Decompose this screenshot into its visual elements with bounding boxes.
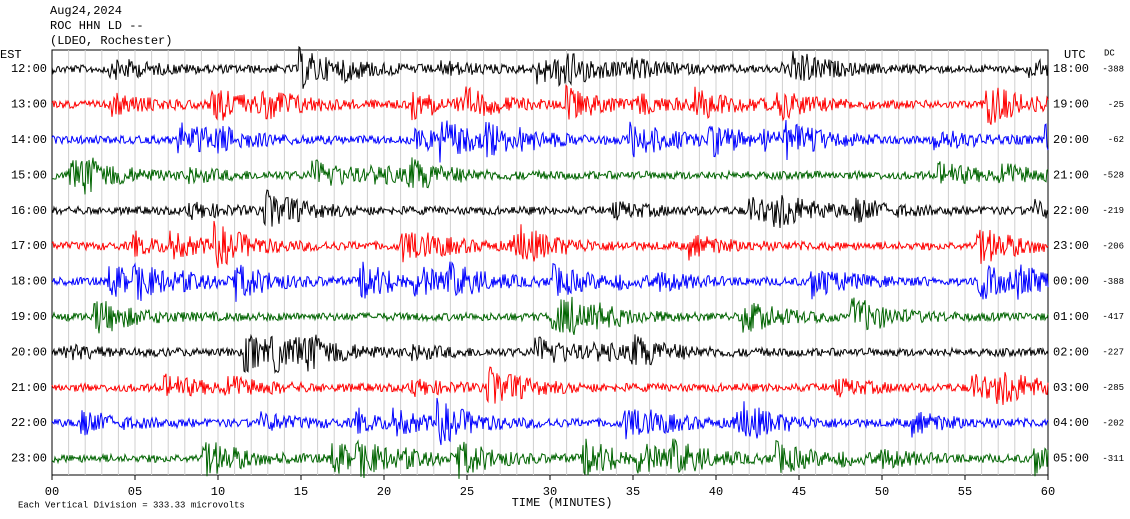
x-tick-label: 60 — [1041, 485, 1055, 499]
utc-time: 01:00 — [1053, 310, 1089, 324]
utc-time: 18:00 — [1053, 62, 1089, 76]
seismic-trace — [51, 84, 1049, 125]
network: (LDEO, Rochester) — [50, 34, 172, 48]
utc-time: 05:00 — [1053, 452, 1089, 466]
local-time: 23:00 — [11, 452, 47, 466]
local-time: 16:00 — [11, 204, 47, 218]
seismic-trace — [51, 120, 1049, 163]
local-time: 15:00 — [11, 168, 47, 182]
local-time: 19:00 — [11, 310, 47, 324]
date: Aug24,2024 — [50, 4, 122, 18]
x-tick-label: 20 — [377, 485, 391, 499]
utc-time: 21:00 — [1053, 168, 1089, 182]
dc-offset: -388 — [1102, 277, 1124, 287]
seismic-trace — [51, 296, 1049, 336]
right-zone: UTC — [1064, 48, 1086, 62]
local-time: 22:00 — [11, 416, 47, 430]
dc-offset: -388 — [1102, 64, 1124, 74]
x-tick-label: 45 — [792, 485, 806, 499]
x-tick-label: 50 — [875, 485, 889, 499]
local-time: 20:00 — [11, 345, 47, 359]
x-tick-label: 30 — [543, 485, 557, 499]
utc-time: 19:00 — [1053, 98, 1089, 112]
x-tick-label: 00 — [45, 485, 59, 499]
local-time: 14:00 — [11, 133, 47, 147]
x-tick-label: 15 — [294, 485, 308, 499]
dc-offset: -528 — [1102, 171, 1124, 181]
utc-time: 02:00 — [1053, 345, 1089, 359]
seismic-trace — [51, 45, 1049, 89]
footer: Each Vertical Division = 333.33 microvol… — [18, 500, 245, 510]
left-zone: EST — [0, 48, 22, 62]
dc-offset: -227 — [1102, 348, 1124, 358]
utc-time: 20:00 — [1053, 133, 1089, 147]
x-axis-title: TIME (MINUTES) — [512, 496, 613, 510]
dc-offset: -417 — [1102, 312, 1124, 322]
utc-time: 00:00 — [1053, 275, 1089, 289]
dc-offset: -202 — [1102, 418, 1124, 428]
local-time: 21:00 — [11, 381, 47, 395]
seismic-trace — [51, 438, 1049, 479]
dc-offset: -206 — [1102, 241, 1124, 251]
seismic-trace — [51, 261, 1049, 302]
seismic-trace — [51, 157, 1049, 195]
x-tick-label: 10 — [211, 485, 225, 499]
local-time: 17:00 — [11, 239, 47, 253]
seismic-trace — [51, 220, 1049, 269]
local-time: 12:00 — [11, 62, 47, 76]
local-time: 13:00 — [11, 98, 47, 112]
dc-offset: -219 — [1102, 206, 1124, 216]
seismic-trace — [51, 333, 1049, 374]
utc-time: 22:00 — [1053, 204, 1089, 218]
x-tick-label: 40 — [709, 485, 723, 499]
x-tick-label: 35 — [626, 485, 640, 499]
dc-offset: -62 — [1108, 135, 1124, 145]
offset-label: DC — [1104, 48, 1115, 58]
dc-offset: -311 — [1102, 454, 1124, 464]
dc-offset: -285 — [1102, 383, 1124, 393]
seismic-trace — [51, 366, 1049, 406]
seismic-trace — [51, 189, 1049, 229]
utc-time: 23:00 — [1053, 239, 1089, 253]
utc-time: 03:00 — [1053, 381, 1089, 395]
x-tick-label: 25 — [460, 485, 474, 499]
station: ROC HHN LD -- — [50, 19, 144, 33]
x-tick-label: 05 — [128, 485, 142, 499]
seismic-trace — [51, 397, 1049, 446]
x-tick-label: 55 — [958, 485, 972, 499]
local-time: 18:00 — [11, 275, 47, 289]
utc-time: 04:00 — [1053, 416, 1089, 430]
dc-offset: -25 — [1108, 100, 1124, 110]
